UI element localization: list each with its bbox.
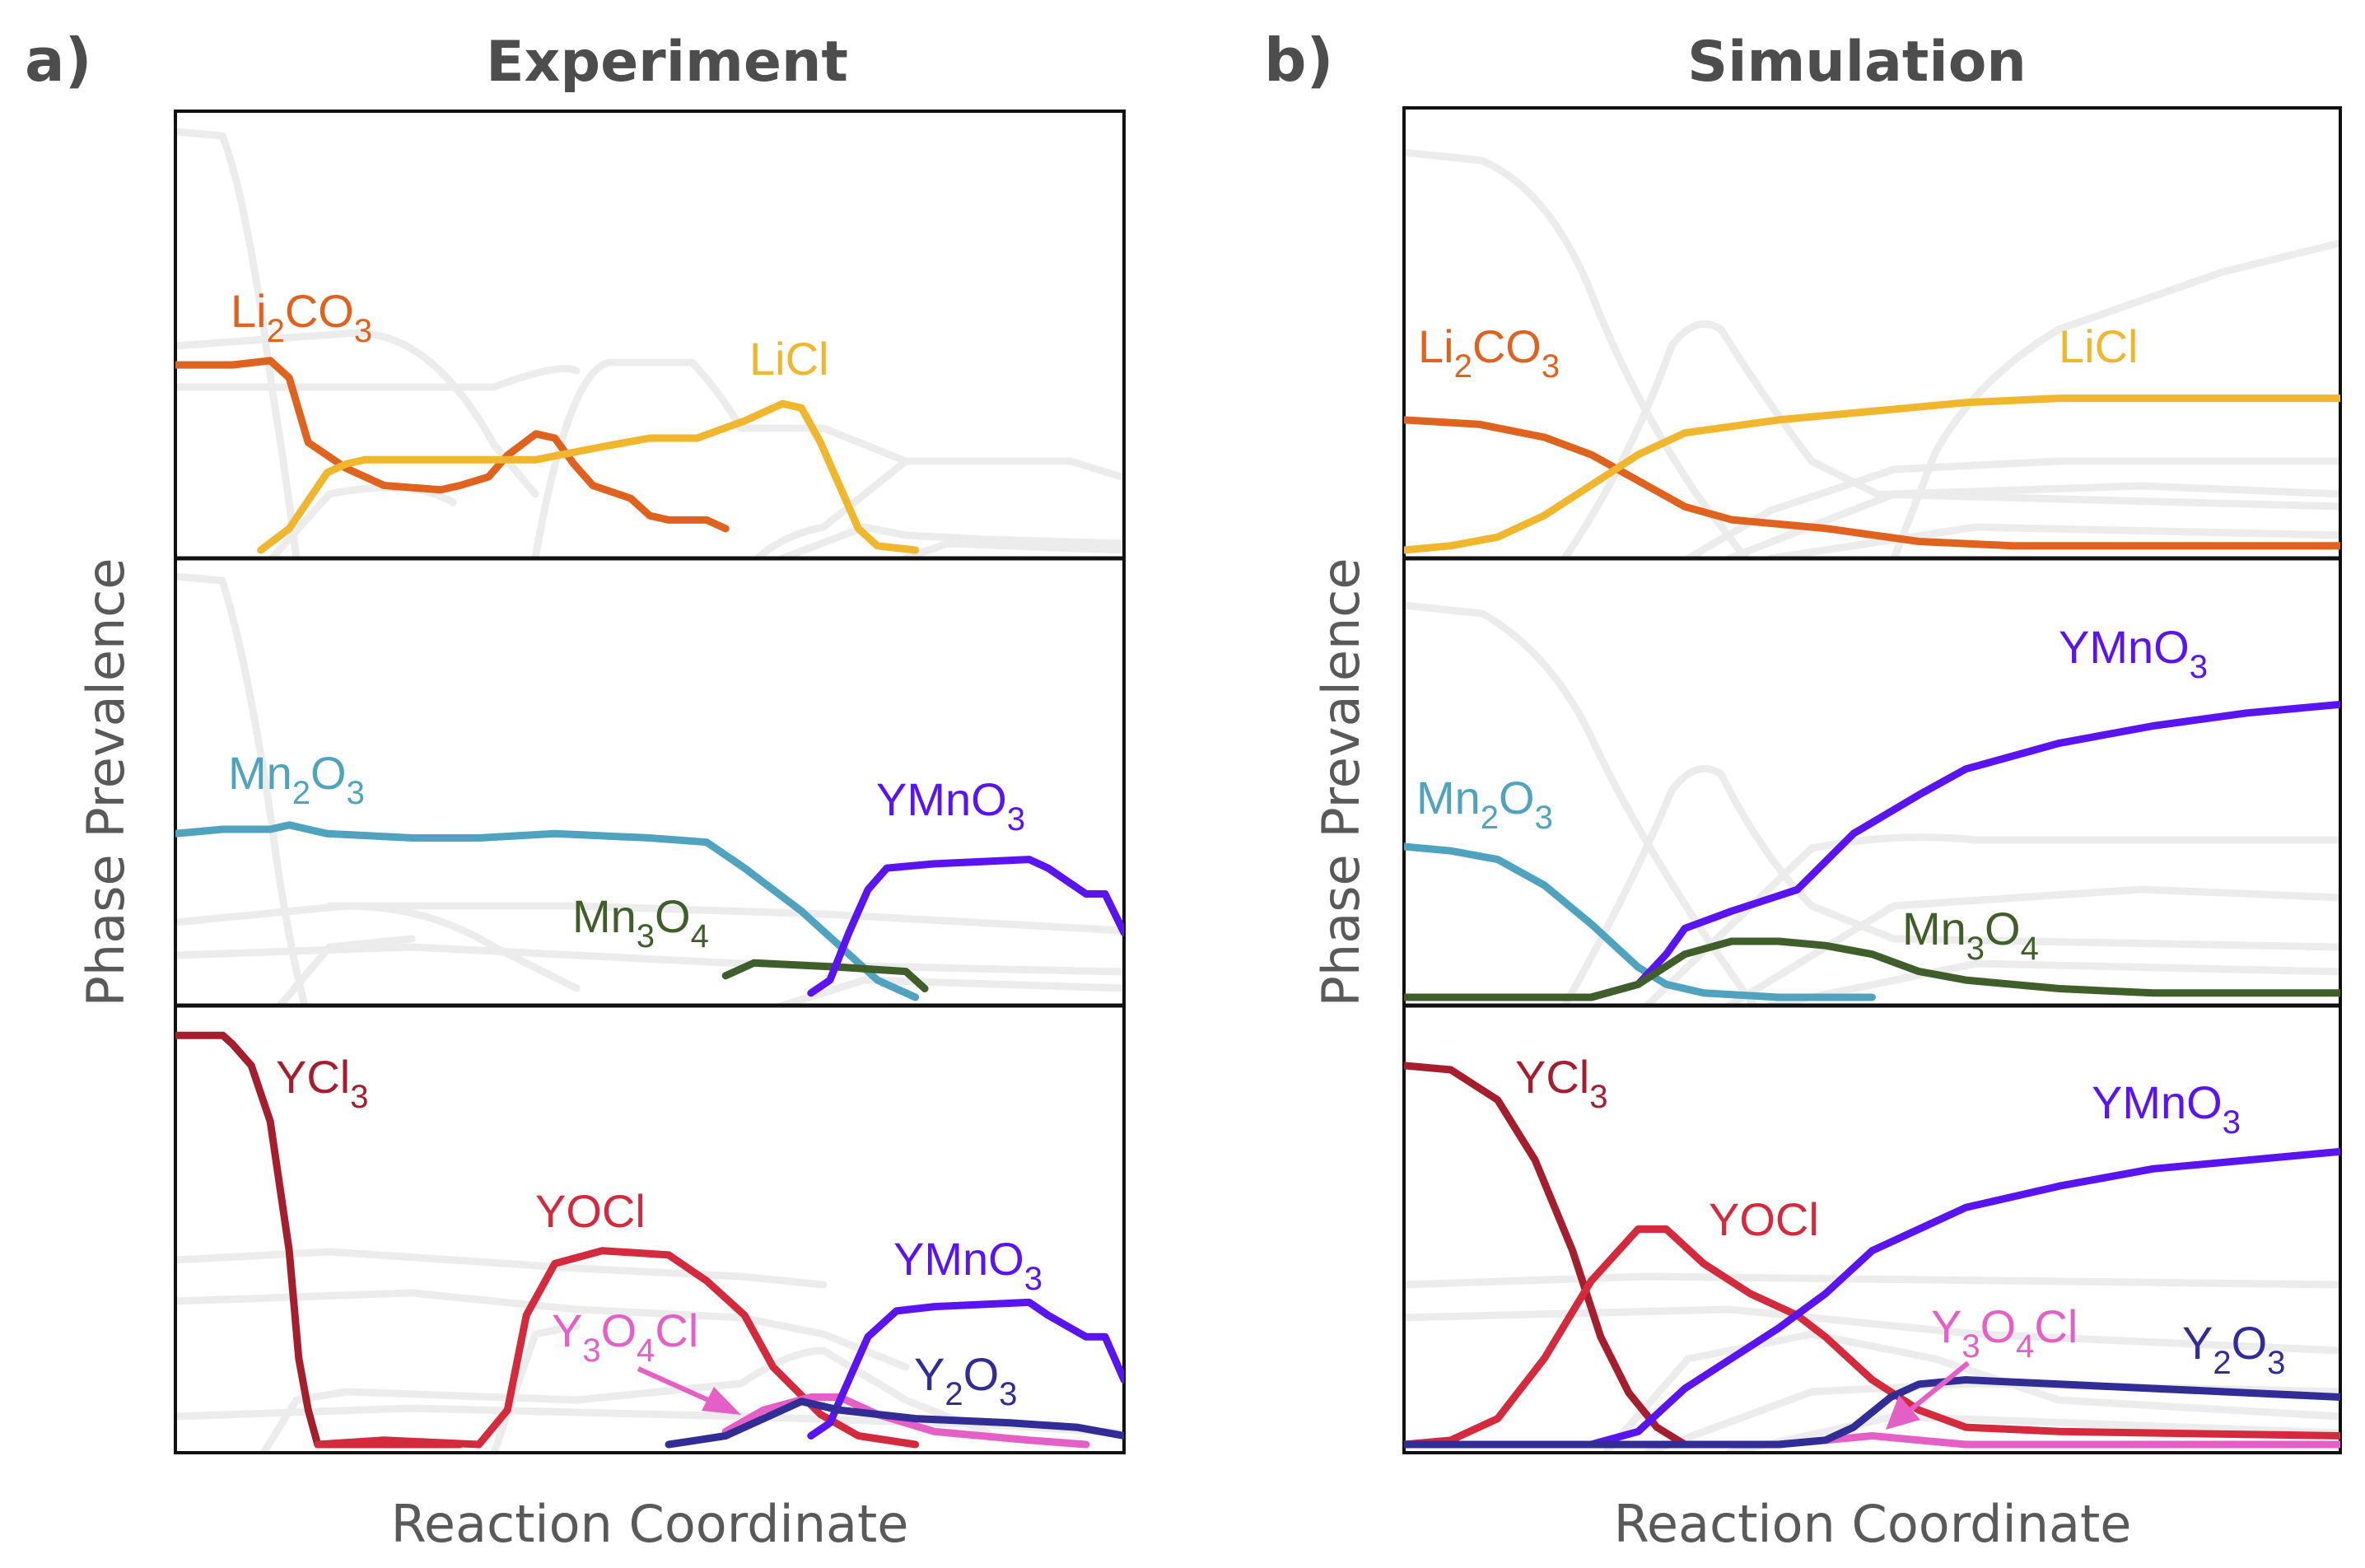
subplot-b-bottom xyxy=(1404,1062,2340,1449)
series-label-yocl-b: YOCl xyxy=(1709,1193,1819,1245)
series-line-mn3o4 xyxy=(721,959,929,992)
ghost-trace xyxy=(778,523,1124,558)
series-line-ymno3 xyxy=(807,856,1124,997)
ghost-trace xyxy=(1404,601,1758,1006)
series-label-li2co3-b: Li2CO3 xyxy=(1418,320,1560,385)
series-label-ymno3-b-bot: YMnO3 xyxy=(2092,1076,2241,1141)
series-line-licl xyxy=(1404,394,2340,554)
series-label-mn3o4-b: Mn3O4 xyxy=(1902,903,2039,967)
ghost-trace xyxy=(175,943,1124,976)
ghost-trace xyxy=(175,365,581,391)
y-axis-label-b: Phase Prevalence xyxy=(1311,558,1371,1007)
series-label-li2co3-a: Li2CO3 xyxy=(231,285,372,349)
ghost-trace xyxy=(175,128,301,558)
panel-letter-b: b) xyxy=(1264,26,1333,95)
series-label-mn2o3-a: Mn2O3 xyxy=(228,747,365,811)
ghost-trace xyxy=(175,1248,828,1289)
annotation-arrow-b xyxy=(1886,1360,1970,1430)
series-label-mn3o4-a: Mn3O4 xyxy=(572,890,709,954)
plot-frame-a xyxy=(174,110,1126,1454)
series-label-mn2o3-b: Mn2O3 xyxy=(1416,772,1553,836)
subplot-b-top xyxy=(1404,394,2340,554)
series-line-li2co3 xyxy=(175,357,730,533)
series-line-li2co3 xyxy=(1404,416,2340,550)
ghost-trace xyxy=(778,976,1124,1006)
ghost-trace xyxy=(1766,959,2340,1006)
series-line-ymno3 xyxy=(807,1298,1124,1440)
series-line-yocl xyxy=(1404,1225,2340,1449)
ghost-trace xyxy=(1560,320,2340,558)
series-line-ycl3 xyxy=(175,1031,322,1449)
series-label-licl-a: LiCl xyxy=(749,333,828,385)
panel-title-experiment: Experiment xyxy=(486,30,848,95)
series-line-y3o4cl xyxy=(721,1393,1090,1449)
series-label-yocl-a: YOCl xyxy=(535,1185,646,1237)
ghost-traces-a xyxy=(175,128,1124,1453)
ghost-trace xyxy=(259,1346,992,1453)
series-line-ymno3 xyxy=(1404,1147,2340,1449)
series-line-licl xyxy=(257,399,920,554)
ghost-trace xyxy=(175,329,539,498)
series-label-y3o4cl-a: Y3O4Cl xyxy=(552,1304,698,1369)
ghost-trace xyxy=(276,935,416,1006)
series-label-y2o3-a: Y2O3 xyxy=(914,1348,1017,1412)
ghost-trace xyxy=(1766,523,2340,558)
series-label-ycl3-b: YCl3 xyxy=(1515,1051,1607,1115)
series-label-licl-b: LiCl xyxy=(2059,320,2138,372)
x-axis-label-a: Reaction Coordinate xyxy=(391,1494,909,1554)
ghost-trace xyxy=(1602,1330,2340,1453)
series-line-y2o3 xyxy=(1404,1376,2340,1449)
series-line-mn3o4 xyxy=(1404,937,2340,1001)
ghost-trace xyxy=(1404,1272,2340,1289)
ghost-trace xyxy=(902,539,1124,558)
panel-simulation: b) Simulation Phase Prevalence Reaction … xyxy=(1264,26,2342,1554)
ghost-trace xyxy=(1560,764,2340,1006)
series-line-y2o3 xyxy=(665,1398,1124,1449)
y-axis-label-a: Phase Prevalence xyxy=(76,558,136,1007)
series-label-y2o3-b: Y2O3 xyxy=(2182,1317,2285,1381)
ghost-trace xyxy=(175,1289,910,1371)
annotation-arrow-a xyxy=(637,1366,741,1415)
ghost-trace xyxy=(268,483,457,558)
ghost-trace xyxy=(753,457,910,558)
panel-title-simulation: Simulation xyxy=(1687,30,2027,95)
subplot-a-bottom xyxy=(175,1031,1124,1449)
ghost-trace xyxy=(1890,239,2340,558)
ghost-trace xyxy=(1404,1305,2340,1355)
series-label-ycl3-a: YCl3 xyxy=(276,1051,368,1115)
x-axis-label-b: Reaction Coordinate xyxy=(1614,1494,2132,1554)
subplot-a-top xyxy=(175,357,920,554)
ghost-trace xyxy=(175,572,309,1006)
subplot-a-middle xyxy=(175,821,1124,1001)
plot-frame-b xyxy=(1402,106,2342,1454)
subplot-b-middle xyxy=(1404,700,2340,1001)
ghost-trace xyxy=(1643,833,2340,1006)
series-label-ymno3-b-mid: YMnO3 xyxy=(2059,621,2208,685)
series-label-ymno3-a-bot: YMnO3 xyxy=(893,1233,1043,1297)
panel-letter-a: a) xyxy=(25,26,92,95)
series-label-y3o4cl-b: Y3O4Cl xyxy=(1931,1300,2078,1365)
series-line-mn2o3 xyxy=(1404,842,1876,1001)
ghost-trace xyxy=(325,902,1124,935)
ghost-trace xyxy=(531,358,1124,558)
panel-experiment: a) Experiment Phase Prevalence Reaction … xyxy=(25,26,1126,1554)
series-label-ymno3-a-mid: YMnO3 xyxy=(876,773,1025,838)
ghost-trace xyxy=(1684,457,2340,558)
ghost-trace xyxy=(1725,885,2340,1006)
series-line-mn2o3 xyxy=(175,821,920,1001)
